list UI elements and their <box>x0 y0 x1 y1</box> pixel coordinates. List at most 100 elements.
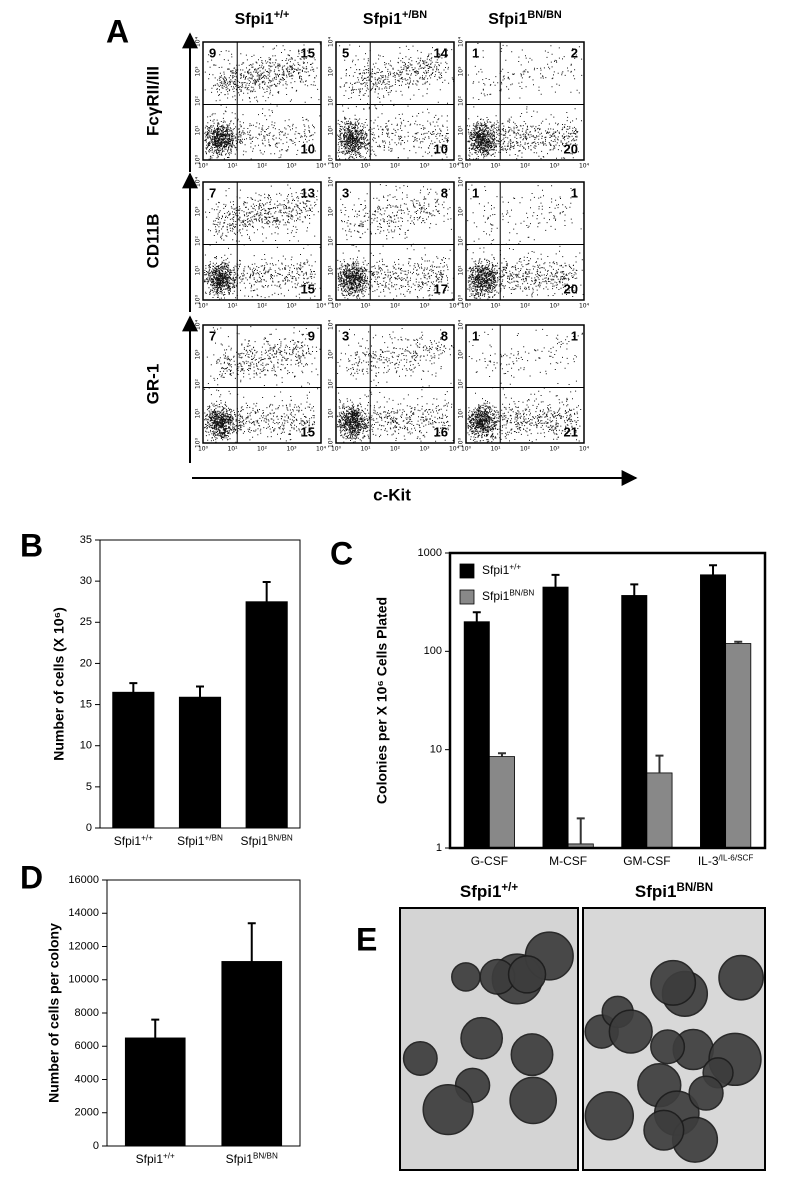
y-tick-label: 10 <box>430 744 442 756</box>
quadrant-value: 1 <box>472 328 479 343</box>
x-tick-label: Sfpi1+/+ <box>136 1151 175 1166</box>
quadrant-value: 8 <box>441 328 448 343</box>
row-label: FcγRII/III <box>143 66 162 136</box>
quadrant-value: 1 <box>571 185 578 200</box>
x-tick-label: 10³ <box>419 446 430 453</box>
quadrant-value: 10 <box>301 141 315 156</box>
quadrant-value: 9 <box>308 328 315 343</box>
quadrant-value: 7 <box>209 185 216 200</box>
y-tick-label: 10² <box>458 235 465 246</box>
y-tick-label: 10⁴ <box>328 176 335 187</box>
bar <box>245 601 288 829</box>
panel-letter: D <box>20 859 43 895</box>
y-tick-label: 10³ <box>328 206 335 217</box>
events <box>204 184 321 300</box>
x-tick-label: 10² <box>520 446 531 453</box>
x-tick-label: 10⁰ <box>331 303 342 310</box>
x-tick-label: 10⁰ <box>461 303 472 310</box>
y-tick-label: 10³ <box>458 66 465 77</box>
y-tick-label: 10² <box>328 378 335 389</box>
x-tick-label: 10² <box>257 303 268 310</box>
panel-letter: A <box>106 13 129 49</box>
legend-swatch <box>459 589 475 605</box>
row-label: GR-1 <box>143 364 162 405</box>
y-tick-label: 10³ <box>195 349 202 360</box>
y-tick-label: 10¹ <box>328 125 335 136</box>
plot-frame <box>99 539 301 829</box>
x-tick-label: 10⁴ <box>449 446 460 453</box>
plot-frame <box>448 551 767 850</box>
x-tick-label: 10⁰ <box>198 446 209 453</box>
y-tick-label: 16000 <box>68 874 99 886</box>
y-tick-label: 0 <box>86 822 92 834</box>
y-tick-label: 10³ <box>328 66 335 77</box>
x-tick-label: 10⁴ <box>316 446 327 453</box>
y-tick-label: 10² <box>458 378 465 389</box>
y-tick-label: 10² <box>195 95 202 106</box>
x-tick-label: 10³ <box>286 446 297 453</box>
quadrant-value: 1 <box>472 45 479 60</box>
y-tick-label: 0 <box>93 1140 99 1152</box>
plot-frame <box>335 324 455 444</box>
y-tick-label: 4000 <box>75 1073 99 1085</box>
x-tick-label: 10¹ <box>227 163 238 170</box>
error-bar <box>196 685 204 698</box>
y-tick-label: 10⁰ <box>458 437 465 448</box>
quadrant-value: 20 <box>564 281 578 296</box>
y-tick-label: 1 <box>436 842 442 854</box>
bar <box>646 772 673 849</box>
x-tick-label: 10¹ <box>490 163 501 170</box>
x-tick-label: 10⁰ <box>331 163 342 170</box>
y-tick-label: 10¹ <box>195 125 202 136</box>
quadrant-value: 3 <box>342 328 349 343</box>
quadrant-value: 13 <box>301 185 315 200</box>
bar <box>488 756 515 849</box>
y-tick-label: 30 <box>80 575 92 587</box>
x-tick-label: 10⁴ <box>449 303 460 310</box>
cell <box>510 1033 554 1077</box>
y-tick-label: 10⁴ <box>458 319 465 330</box>
y-tick-label: 10⁴ <box>195 176 202 187</box>
x-tick-label: 10² <box>390 163 401 170</box>
events <box>467 184 584 300</box>
error-bar <box>734 640 743 644</box>
error-bar <box>497 752 506 757</box>
cell <box>718 954 765 1001</box>
x-tick-label: 10³ <box>549 446 560 453</box>
micrograph-label: Sfpi1BN/BN <box>635 882 713 902</box>
x-tick-label: 10⁰ <box>198 163 209 170</box>
y-tick-label: 35 <box>80 534 92 546</box>
x-tick-label: 10⁰ <box>198 303 209 310</box>
y-tick-label: 1000 <box>418 547 442 559</box>
cell <box>451 962 481 992</box>
y-tick-label: 10¹ <box>458 265 465 276</box>
quadrant-value: 7 <box>209 328 216 343</box>
y-tick-label: 25 <box>80 616 92 628</box>
cell <box>688 1075 724 1111</box>
x-tick-label: Sfpi1+/BN <box>177 833 223 848</box>
error-bar <box>247 922 256 962</box>
bar <box>112 691 155 829</box>
events <box>467 43 583 160</box>
y-tick-label: 10³ <box>458 206 465 217</box>
x-tick-label: IL-3/IL-6/SCF <box>698 853 754 868</box>
y-tick-label: 10⁰ <box>195 294 202 305</box>
x-tick-label: 10² <box>390 446 401 453</box>
y-tick-label: 10⁴ <box>458 36 465 47</box>
y-tick-label: 10⁴ <box>458 176 465 187</box>
x-tick-label: 10¹ <box>227 446 238 453</box>
x-tick-label: 10¹ <box>360 446 371 453</box>
y-tick-label: 10³ <box>328 349 335 360</box>
quadrant-value: 17 <box>434 281 448 296</box>
plot-frame <box>202 41 322 161</box>
column-header: Sfpi1BN/BN <box>488 9 562 28</box>
legend-swatch <box>459 563 475 579</box>
x-tick-label: 10⁴ <box>579 446 590 453</box>
cell <box>650 1029 686 1065</box>
plot-frame <box>335 41 455 161</box>
y-tick-label: 10² <box>328 95 335 106</box>
quadrant-value: 9 <box>209 45 216 60</box>
x-tick-label: M-CSF <box>549 854 587 868</box>
quadrant-value: 15 <box>301 424 315 439</box>
y-tick-label: 10⁴ <box>195 36 202 47</box>
